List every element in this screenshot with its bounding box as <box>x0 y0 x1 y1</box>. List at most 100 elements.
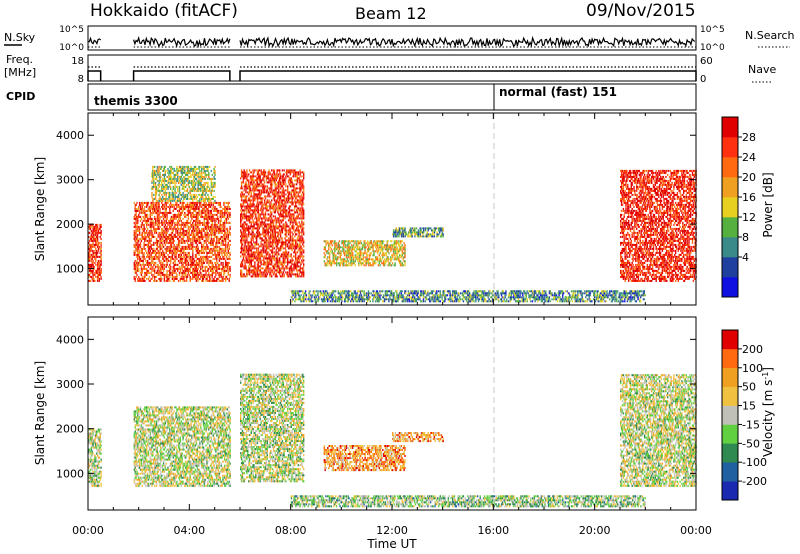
data-cell <box>283 181 284 183</box>
data-cell <box>174 194 175 196</box>
data-cell <box>213 268 214 270</box>
data-cell <box>264 199 265 201</box>
data-cell <box>212 224 213 226</box>
data-cell <box>229 206 230 208</box>
data-cell <box>191 182 192 184</box>
data-cell <box>216 238 217 240</box>
data-cell <box>221 210 222 212</box>
data-cell <box>218 278 219 280</box>
data-cell <box>284 217 285 219</box>
data-cell <box>252 229 253 231</box>
data-cell <box>161 240 162 242</box>
data-cell <box>166 246 167 248</box>
data-cell <box>259 219 260 221</box>
data-cell <box>187 196 188 198</box>
data-cell <box>250 217 251 219</box>
data-cell <box>166 272 167 274</box>
data-cell <box>136 208 137 210</box>
data-cell <box>94 256 95 258</box>
data-cell <box>182 238 183 240</box>
data-cell <box>141 240 142 242</box>
data-cell <box>192 248 193 250</box>
data-cell <box>226 276 227 278</box>
data-cell <box>212 250 213 252</box>
data-cell <box>268 235 269 237</box>
data-cell <box>177 174 178 176</box>
data-cell <box>175 178 176 180</box>
data-cell <box>243 195 244 197</box>
data-cell <box>166 196 167 198</box>
data-cell <box>170 222 171 224</box>
data-cell <box>198 178 199 180</box>
data-cell <box>187 220 188 222</box>
data-cell <box>210 214 211 216</box>
data-cell <box>229 268 230 270</box>
data-cell <box>191 194 192 196</box>
data-cell <box>100 260 101 262</box>
data-cell <box>181 184 182 186</box>
data-cell <box>285 205 286 207</box>
data-cell <box>229 230 230 232</box>
data-cell <box>180 270 181 272</box>
data-cell <box>228 234 229 236</box>
data-cell <box>185 196 186 198</box>
data-cell <box>192 254 193 256</box>
data-cell <box>285 271 286 273</box>
data-cell <box>283 193 284 195</box>
data-cell <box>163 246 164 248</box>
data-cell <box>245 265 246 267</box>
data-cell <box>206 236 207 238</box>
data-cell <box>194 180 195 182</box>
data-cell <box>137 258 138 260</box>
data-cell <box>155 172 156 174</box>
data-cell <box>288 213 289 215</box>
data-cell <box>208 236 209 238</box>
data-cell <box>207 260 208 262</box>
data-cell <box>179 240 180 242</box>
data-cell <box>264 201 265 203</box>
data-cell <box>251 239 252 241</box>
data-cell <box>162 238 163 240</box>
data-cell <box>170 188 171 190</box>
data-cell <box>182 204 183 206</box>
data-cell <box>255 183 256 185</box>
data-cell <box>211 234 212 236</box>
data-cell <box>199 264 200 266</box>
data-cell <box>263 247 264 249</box>
data-cell <box>170 174 171 176</box>
data-cell <box>283 227 284 229</box>
data-cell <box>197 204 198 206</box>
data-cell <box>153 180 154 182</box>
data-cell <box>196 256 197 258</box>
data-cell <box>162 268 163 270</box>
data-cell <box>190 258 191 260</box>
data-cell <box>247 259 248 261</box>
data-cell <box>260 225 261 227</box>
data-cell <box>211 248 212 250</box>
data-cell <box>181 198 182 200</box>
data-cell <box>197 244 198 246</box>
data-cell <box>143 230 144 232</box>
data-cell <box>272 253 273 255</box>
data-cell <box>97 228 98 230</box>
data-cell <box>184 240 185 242</box>
data-cell <box>189 236 190 238</box>
data-cell <box>170 268 171 270</box>
data-cell <box>204 252 205 254</box>
data-cell <box>184 280 185 282</box>
data-cell <box>216 230 217 232</box>
data-cell <box>202 234 203 236</box>
data-cell <box>229 280 230 282</box>
data-cell <box>187 266 188 268</box>
data-cell <box>256 241 257 243</box>
data-cell <box>179 186 180 188</box>
data-cell <box>141 266 142 268</box>
data-cell <box>156 238 157 240</box>
data-cell <box>100 274 101 276</box>
data-cell <box>278 187 279 189</box>
data-cell <box>154 258 155 260</box>
data-cell <box>153 222 154 224</box>
data-cell <box>265 231 266 233</box>
data-cell <box>252 173 253 175</box>
data-cell <box>166 194 167 196</box>
